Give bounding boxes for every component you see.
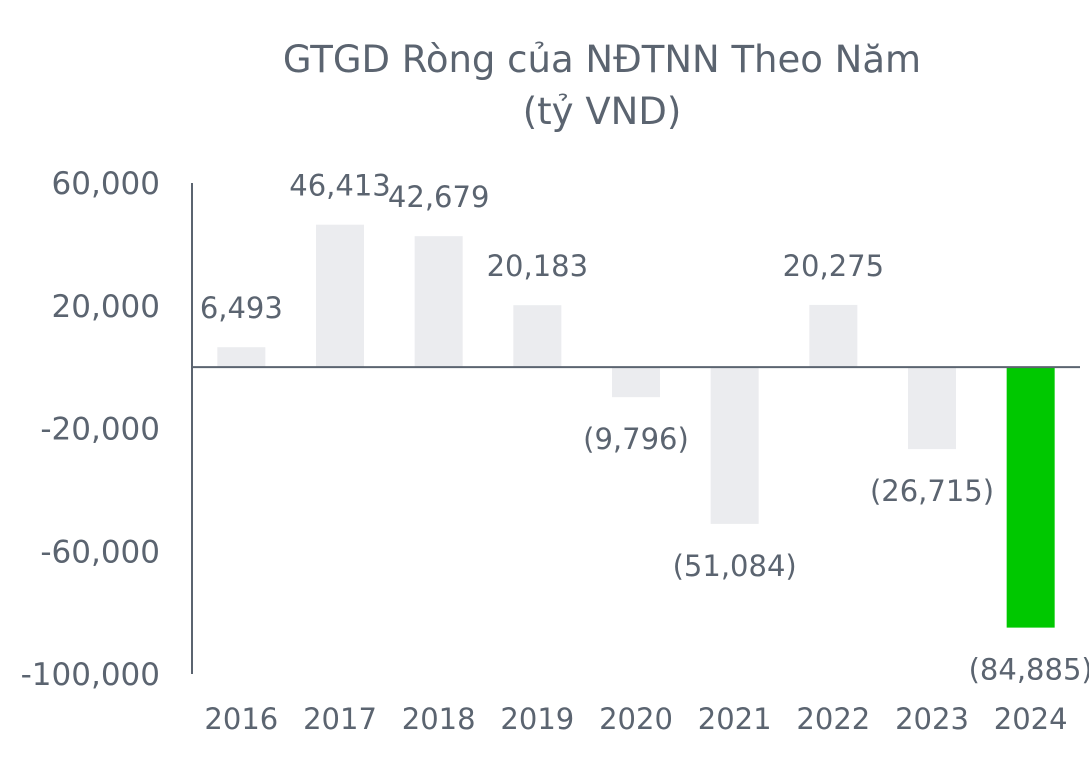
bar xyxy=(612,367,660,398)
bar xyxy=(1006,367,1055,628)
x-tick-label: 2017 xyxy=(303,702,377,736)
chart-title: GTGD Ròng của NĐTNN Theo Năm xyxy=(283,38,921,81)
data-label: (84,885) xyxy=(969,653,1089,687)
x-tick-label: 2022 xyxy=(796,702,870,736)
y-axis-ticks: 60,000 20,000 -20,000 -60,000 -100,000 xyxy=(21,166,160,693)
data-label: 6,493 xyxy=(200,291,283,325)
bar xyxy=(217,347,266,368)
data-label: 46,413 xyxy=(289,169,390,203)
bar xyxy=(908,367,956,450)
y-tick-label: -60,000 xyxy=(40,534,160,570)
x-axis-ticks: 2016 2017 2018 2019 2020 2021 2022 2023 2024 xyxy=(204,702,1067,736)
y-tick-label: -100,000 xyxy=(21,657,160,693)
x-tick-label: 2019 xyxy=(500,702,574,736)
x-tick-label: 2020 xyxy=(599,702,673,736)
data-label: 42,679 xyxy=(388,180,489,214)
data-label: (51,084) xyxy=(673,549,797,583)
bar xyxy=(414,236,463,368)
data-label: (9,796) xyxy=(583,422,689,456)
x-tick-label: 2021 xyxy=(698,702,772,736)
data-label: 20,275 xyxy=(783,249,884,283)
y-tick-label: -20,000 xyxy=(40,412,160,448)
y-tick-label: 20,000 xyxy=(52,289,160,325)
chart-subtitle: (tỷ VND) xyxy=(523,90,682,133)
x-tick-label: 2023 xyxy=(895,702,969,736)
bar xyxy=(710,367,759,524)
x-tick-label: 2018 xyxy=(402,702,476,736)
x-tick-label: 2016 xyxy=(204,702,278,736)
bar xyxy=(513,305,562,368)
y-tick-label: 60,000 xyxy=(52,166,160,202)
data-label: (26,715) xyxy=(870,474,994,508)
bar xyxy=(316,224,364,368)
bar xyxy=(809,304,858,368)
bars xyxy=(217,224,1055,628)
data-label: 20,183 xyxy=(487,249,588,283)
x-tick-label: 2024 xyxy=(994,702,1068,736)
